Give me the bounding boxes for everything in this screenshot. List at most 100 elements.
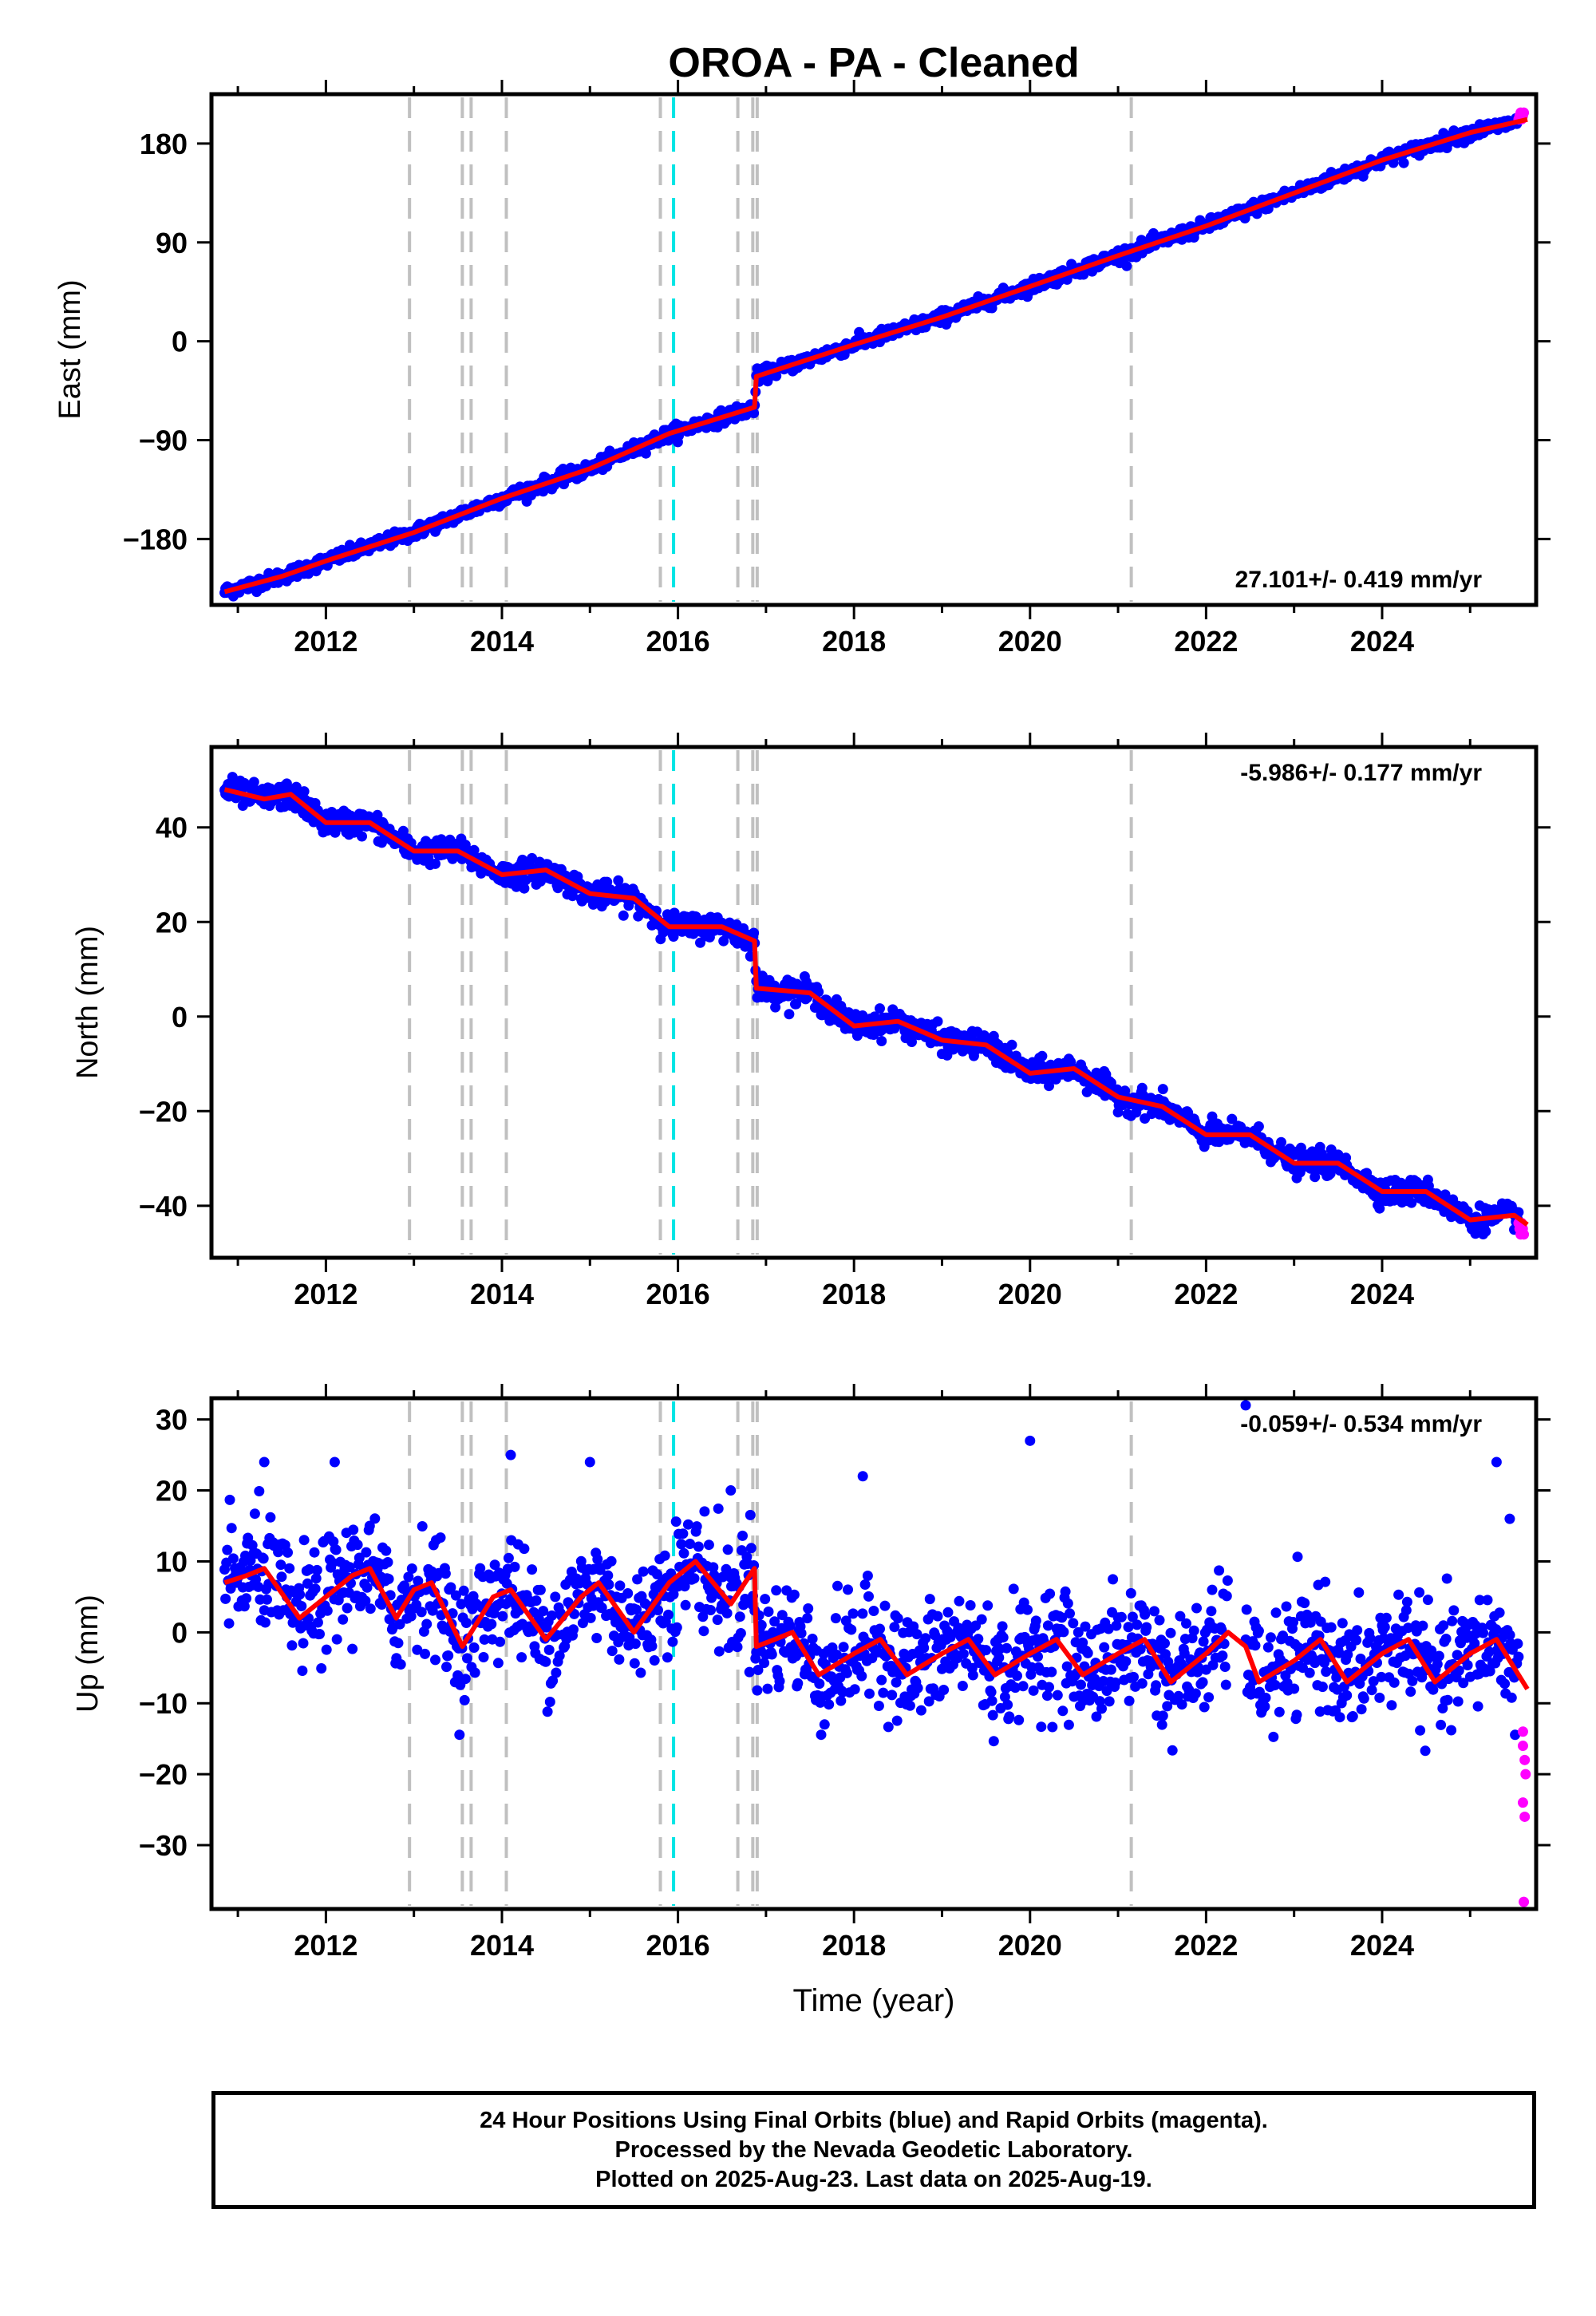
data-point (689, 1573, 700, 1584)
data-point (868, 1606, 879, 1616)
data-point (721, 1563, 732, 1575)
data-point (535, 1584, 546, 1595)
x-tick-label: 2022 (1174, 625, 1238, 658)
data-point (547, 1610, 557, 1621)
data-point (1061, 1661, 1073, 1672)
x-tick-label: 2024 (1350, 1278, 1414, 1310)
data-point (239, 1601, 250, 1612)
data-point (1299, 1598, 1310, 1609)
data-point (1047, 1721, 1058, 1733)
data-point (713, 1503, 724, 1514)
event-lines (408, 97, 1133, 602)
data-point (412, 1644, 423, 1655)
data-point (1091, 1711, 1102, 1722)
data-point (721, 1607, 733, 1618)
data-point (1104, 1696, 1115, 1707)
y-tick-label: 30 (156, 1404, 188, 1437)
y-tick-label: −10 (139, 1687, 188, 1720)
data-point (1373, 1643, 1384, 1654)
data-point (1368, 1676, 1379, 1687)
data-point (297, 1666, 308, 1676)
data-point (887, 1690, 898, 1701)
data-point (1022, 1604, 1033, 1615)
data-point (460, 1674, 471, 1685)
y-tick-label: 10 (156, 1545, 188, 1578)
data-point (667, 1636, 678, 1647)
data-point (699, 1506, 710, 1517)
data-point (338, 1614, 349, 1625)
data-point (1110, 1677, 1121, 1688)
data-point (1068, 1618, 1079, 1629)
data-point (708, 1562, 719, 1573)
data-point (663, 1609, 674, 1620)
data-point (551, 1667, 562, 1678)
model-fit-line (223, 787, 1529, 1227)
data-point (519, 883, 530, 894)
data-point (1470, 1228, 1481, 1239)
data-point (788, 1589, 800, 1600)
data-point (1009, 1682, 1021, 1694)
data-point (361, 1582, 373, 1593)
data-point (441, 1662, 452, 1673)
data-point (1321, 1666, 1332, 1678)
data-point (892, 1613, 903, 1624)
data-point (421, 1618, 433, 1630)
data-point (397, 825, 409, 836)
data-point (1389, 1677, 1400, 1688)
data-point (1347, 1711, 1358, 1721)
data-point (1030, 1615, 1041, 1626)
data-point (1105, 1077, 1116, 1089)
data-point (1288, 1617, 1299, 1627)
data-point (310, 1573, 322, 1584)
data-point (309, 1547, 320, 1558)
x-tick-label: 2024 (1350, 1929, 1414, 1962)
data-point (331, 1634, 342, 1645)
y-tick-label: 0 (172, 1616, 188, 1649)
data-point (259, 1617, 271, 1628)
panel-frame (209, 92, 1539, 607)
data-point (891, 1715, 903, 1726)
data-point (1405, 1686, 1416, 1697)
data-point (393, 1638, 404, 1649)
data-point (372, 809, 383, 820)
data-point (1052, 1690, 1063, 1701)
data-point (1044, 1081, 1054, 1092)
data-point (679, 1581, 690, 1592)
data-point (1406, 1197, 1417, 1208)
data-point (1260, 1692, 1271, 1703)
data-point (1438, 1620, 1449, 1631)
data-point (1227, 1113, 1238, 1124)
data-point (365, 1603, 376, 1614)
data-point (1013, 1714, 1025, 1725)
data-point (1291, 1709, 1302, 1721)
data-point (245, 1555, 256, 1566)
data-point (1458, 1678, 1469, 1689)
data-point (1474, 1595, 1485, 1606)
data-point (613, 875, 624, 886)
data-point (602, 1570, 614, 1581)
data-point (585, 1612, 596, 1623)
data-point (443, 1650, 454, 1661)
data-point (763, 1607, 774, 1617)
data-point (360, 1595, 371, 1607)
data-point (330, 827, 341, 838)
data-point (310, 1583, 321, 1595)
data-point (1352, 1625, 1363, 1636)
data-point (732, 1642, 743, 1653)
data-point (1376, 1671, 1387, 1682)
data-point (856, 1670, 867, 1682)
data-point (912, 1682, 923, 1694)
data-point (262, 1594, 272, 1605)
data-point (542, 1706, 553, 1717)
data-point (224, 1494, 235, 1505)
data-point (784, 1009, 795, 1020)
data-point (981, 1645, 992, 1656)
data-point (540, 1656, 551, 1667)
data-point (1422, 1595, 1433, 1606)
y-tick-label: −20 (139, 1095, 188, 1128)
data-point (1197, 1677, 1208, 1688)
data-point (1504, 1630, 1515, 1641)
data-point (1484, 1666, 1495, 1677)
data-point (1512, 1638, 1523, 1650)
data-point (469, 1667, 480, 1678)
